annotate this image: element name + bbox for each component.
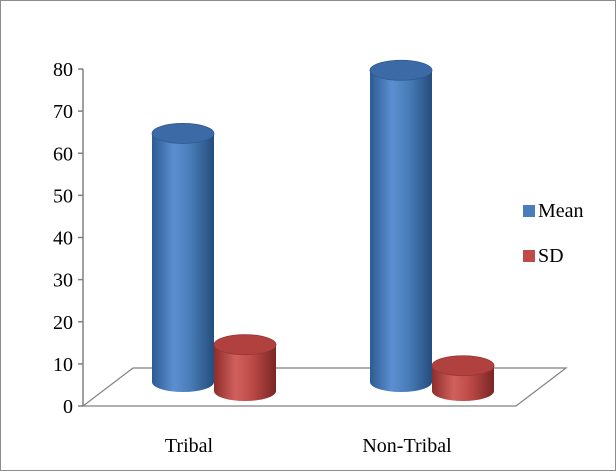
- y-tick-label: 30: [53, 270, 73, 292]
- y-tick-label: 50: [53, 185, 73, 207]
- y-tick-label: 80: [53, 59, 73, 81]
- bar-body: [214, 344, 276, 401]
- bar-body: [370, 70, 432, 392]
- bar-top: [431, 355, 495, 377]
- legend: Mean SD: [523, 200, 584, 267]
- y-tick-label: 40: [53, 228, 73, 250]
- bars-group: [151, 59, 495, 401]
- axes-group: 0 10 20 30 40 50 60 70 80: [53, 59, 84, 418]
- y-tick-label: 60: [53, 143, 73, 165]
- y-tick-label: 10: [53, 354, 73, 376]
- bar-top: [369, 59, 433, 81]
- bar-sd-non-tribal: [431, 355, 495, 401]
- category-labels: Tribal Non-Tribal: [165, 435, 452, 457]
- legend-label: Mean: [538, 200, 584, 222]
- x-tick-label: Tribal: [165, 435, 214, 457]
- y-tick-label: 70: [53, 101, 73, 123]
- bar-body: [152, 133, 214, 392]
- bar-top: [213, 334, 277, 356]
- x-tick-label: Non-Tribal: [362, 435, 452, 457]
- y-tick-label: 20: [53, 312, 73, 334]
- bar-mean-tribal: [151, 123, 215, 392]
- bar-sd-tribal: [213, 334, 277, 401]
- bar-top: [151, 123, 215, 144]
- y-tick-label: 0: [63, 396, 73, 418]
- legend-swatch: [523, 250, 535, 262]
- legend-swatch: [523, 205, 535, 217]
- bar-mean-non-tribal: [369, 59, 433, 392]
- legend-label: SD: [538, 245, 564, 267]
